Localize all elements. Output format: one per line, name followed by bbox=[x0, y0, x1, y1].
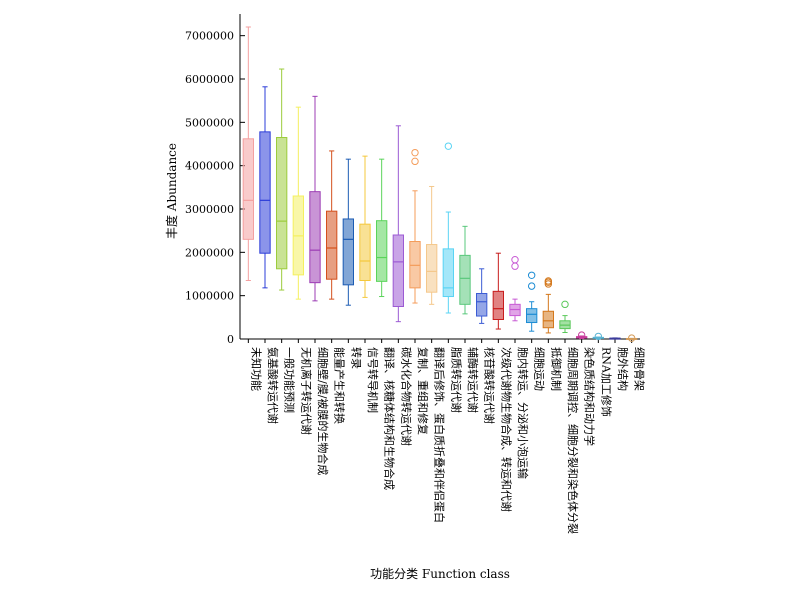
y-tick-label: 7000000 bbox=[185, 30, 234, 43]
x-category-label: 抵御机制 bbox=[549, 347, 563, 391]
outlier-point bbox=[561, 300, 569, 309]
box-2 bbox=[259, 86, 271, 289]
y-tick-label: 6000000 bbox=[185, 73, 234, 86]
box-iqr bbox=[476, 293, 488, 317]
box-iqr bbox=[276, 137, 288, 270]
box-23 bbox=[609, 337, 621, 340]
x-category-label: 染色质结构和动力学 bbox=[583, 347, 597, 446]
box-22 bbox=[592, 332, 605, 341]
y-axis-title: 丰度 Abundance bbox=[164, 143, 179, 239]
box-13 bbox=[442, 142, 454, 314]
box-iqr bbox=[526, 308, 538, 324]
x-category-label: 细胞周期调控、细胞分裂和染色体分裂 bbox=[566, 347, 580, 534]
box-17 bbox=[509, 256, 521, 322]
y-tick-label: 4000000 bbox=[185, 160, 234, 173]
box-iqr bbox=[442, 248, 454, 298]
box-24 bbox=[626, 334, 638, 342]
box-iqr bbox=[426, 244, 438, 293]
box-9 bbox=[376, 158, 388, 298]
x-category-label: 一般功能预测 bbox=[283, 347, 297, 413]
outlier-point bbox=[411, 148, 419, 157]
x-category-label: 翻译、核糖体结构和生物合成 bbox=[383, 347, 397, 490]
outlier-point bbox=[511, 256, 519, 264]
x-category-label: 细胞运动 bbox=[533, 347, 546, 391]
y-tick-label: 1000000 bbox=[185, 290, 234, 303]
x-category-label: 无机离子转运代谢 bbox=[299, 347, 313, 435]
box-4 bbox=[292, 106, 304, 300]
x-category-label: 翻译后修饰、蛋白质折叠和伴侣蛋白 bbox=[433, 347, 447, 523]
outlier-point bbox=[527, 271, 536, 279]
x-category-label: 氨基酸转运代谢 bbox=[266, 347, 280, 424]
outlier-point bbox=[411, 157, 419, 166]
y-tick-label: 3000000 bbox=[185, 203, 234, 216]
box-iqr bbox=[259, 131, 271, 254]
outlier-point bbox=[527, 282, 536, 290]
box-iqr bbox=[342, 218, 354, 286]
box-iqr bbox=[409, 241, 421, 289]
y-axis: 0 1000000 2000000 3000000 4000000 5000000 6000… bbox=[185, 14, 245, 346]
outlier-point bbox=[627, 334, 636, 342]
x-axis bbox=[240, 338, 640, 343]
box-7 bbox=[342, 158, 354, 306]
box-16 bbox=[492, 252, 504, 330]
box-8 bbox=[359, 155, 371, 298]
x-category-label: 能量产生和转换 bbox=[333, 347, 347, 424]
x-category-label: 辅酶转运代谢 bbox=[466, 347, 480, 413]
box-iqr bbox=[459, 254, 471, 305]
box-iqr bbox=[242, 138, 255, 240]
x-category-label: 未知功能 bbox=[249, 347, 263, 391]
x-category-label: 核苷酸转运代谢 bbox=[483, 347, 497, 424]
y-tick-label: 0 bbox=[227, 333, 234, 346]
y-tick-label: 2000000 bbox=[185, 246, 234, 259]
outlier-point bbox=[444, 142, 453, 150]
x-category-label: 碳水化合物转运代谢 bbox=[399, 347, 413, 446]
box-5 bbox=[309, 95, 321, 302]
box-18 bbox=[526, 271, 538, 332]
x-category-label: 胞外结构 bbox=[616, 347, 630, 391]
box-14 bbox=[459, 225, 471, 315]
x-category-label: 信号转导机制 bbox=[366, 347, 380, 413]
box-20 bbox=[559, 300, 571, 333]
box-iqr bbox=[359, 223, 371, 282]
x-category-label: 复制、重组和修复 bbox=[416, 347, 430, 435]
x-category-label: 细胞壁/膜/被膜的生物合成 bbox=[316, 347, 330, 475]
x-category-label: RNA加工修饰 bbox=[599, 347, 613, 417]
box-iqr bbox=[326, 210, 338, 280]
box-19 bbox=[542, 277, 555, 334]
x-category-label: 胞内转运、分泌和小泡运输 bbox=[516, 347, 530, 479]
box-6 bbox=[326, 150, 338, 300]
outlier-point bbox=[511, 262, 519, 270]
outlier-point bbox=[594, 332, 603, 341]
box-iqr bbox=[309, 191, 321, 284]
x-category-label: 脂质转运代谢 bbox=[449, 347, 463, 413]
box-iqr bbox=[492, 290, 504, 321]
box-11 bbox=[409, 148, 421, 304]
box-iqr bbox=[376, 220, 388, 282]
x-axis-title: 功能分类 Function class bbox=[370, 567, 510, 581]
box-iqr bbox=[392, 234, 404, 307]
y-tick-label: 5000000 bbox=[185, 116, 234, 129]
box-3 bbox=[276, 68, 288, 291]
x-category-label: 转录 bbox=[349, 347, 363, 369]
box-iqr bbox=[542, 310, 555, 329]
x-category-label: 次级代谢物生物合成、转运和代谢 bbox=[499, 347, 513, 512]
box-10 bbox=[392, 125, 404, 323]
category-labels: 未知功能 氨基酸转运代谢 一般功能预测 无机离子转运代谢 细胞壁/膜/被膜的生物合成 能量… bbox=[249, 347, 645, 534]
box-12 bbox=[426, 185, 438, 305]
box-21 bbox=[576, 331, 588, 340]
outlier-point bbox=[577, 331, 586, 339]
box-1 bbox=[242, 26, 255, 281]
outlier-point bbox=[544, 277, 553, 285]
box-15 bbox=[476, 268, 488, 324]
box-series bbox=[242, 26, 638, 342]
x-category-label: 细胞骨架 bbox=[633, 347, 646, 391]
